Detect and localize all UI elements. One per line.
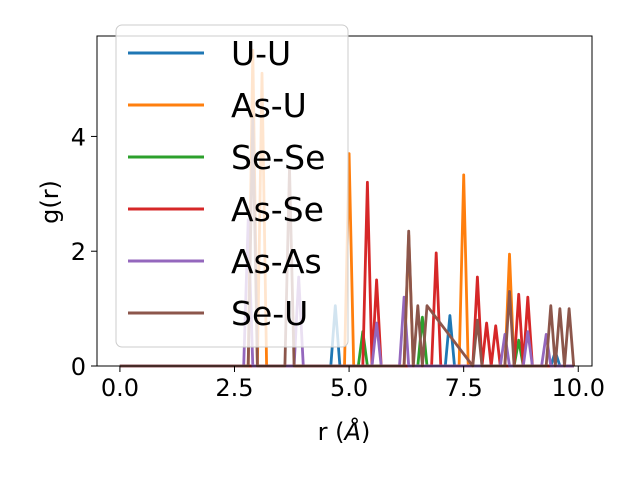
x-axis-label-close: ) bbox=[361, 418, 370, 446]
legend-label: Se-Se bbox=[231, 138, 325, 177]
y-tick-label: 0 bbox=[71, 353, 86, 381]
y-axis-label: g(r) bbox=[36, 180, 64, 224]
legend-label: Se-U bbox=[231, 294, 308, 333]
x-tick-label: 10.0 bbox=[552, 374, 605, 402]
x-tick-label: 7.5 bbox=[445, 374, 483, 402]
x-axis-label-unit: Å bbox=[343, 417, 361, 446]
legend-label: As-Se bbox=[231, 190, 324, 229]
x-tick-label: 5.0 bbox=[330, 374, 368, 402]
x-axis-label: r (Å) bbox=[318, 417, 371, 446]
legend-label: As-As bbox=[231, 242, 322, 281]
x-tick-label: 0.0 bbox=[101, 374, 139, 402]
y-tick-label: 2 bbox=[71, 238, 86, 266]
series-line-se-se bbox=[119, 315, 574, 368]
x-axis-label-text: r ( bbox=[318, 418, 345, 446]
x-axis-ticks: 0.0 2.5 5.0 7.5 10.0 bbox=[101, 366, 605, 402]
legend: U-U As-U Se-Se As-Se As-As Se-U bbox=[115, 24, 349, 348]
y-tick-label: 4 bbox=[71, 123, 86, 151]
legend-label: As-U bbox=[231, 86, 307, 125]
legend-label: U-U bbox=[231, 34, 291, 73]
x-tick-label: 2.5 bbox=[215, 374, 253, 402]
y-axis-ticks: 0 2 4 bbox=[71, 123, 97, 381]
series-line-as-se bbox=[119, 180, 574, 368]
